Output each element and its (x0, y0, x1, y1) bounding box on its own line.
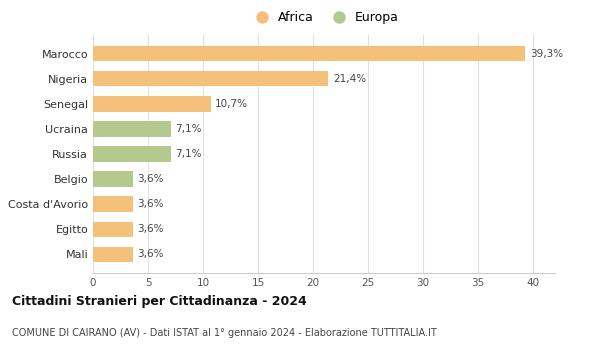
Text: 3,6%: 3,6% (137, 174, 163, 184)
Bar (93, 96, 211, 112)
Text: 7,1%: 7,1% (176, 149, 202, 159)
Bar (93, 46, 526, 61)
Text: 3,6%: 3,6% (137, 199, 163, 209)
Text: 7,1%: 7,1% (176, 124, 202, 134)
Text: Cittadini Stranieri per Cittadinanza - 2024: Cittadini Stranieri per Cittadinanza - 2… (12, 294, 307, 308)
Bar (93, 171, 133, 187)
Legend: Africa, Europa: Africa, Europa (249, 11, 399, 24)
Bar (93, 196, 133, 212)
Bar (93, 222, 133, 237)
Bar (93, 121, 171, 137)
Bar (93, 71, 328, 86)
Text: 3,6%: 3,6% (137, 250, 163, 259)
Bar (93, 247, 133, 262)
Text: 39,3%: 39,3% (530, 49, 563, 58)
Text: 21,4%: 21,4% (333, 74, 366, 84)
Text: COMUNE DI CAIRANO (AV) - Dati ISTAT al 1° gennaio 2024 - Elaborazione TUTTITALIA: COMUNE DI CAIRANO (AV) - Dati ISTAT al 1… (12, 328, 437, 338)
Bar (93, 146, 171, 162)
Text: 10,7%: 10,7% (215, 99, 248, 109)
Text: 3,6%: 3,6% (137, 224, 163, 234)
